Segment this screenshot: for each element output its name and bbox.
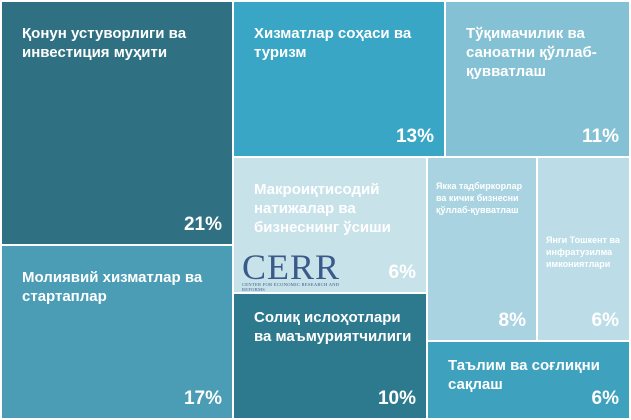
treemap-tile: Тўқимачилик ва саноатни қўллаб-қувватлаш…	[444, 0, 631, 158]
treemap-tile-value: 21%	[183, 214, 222, 235]
treemap-tile: Солиқ ислоҳотлари ва маъмуриятчилиги 10%	[232, 292, 428, 420]
treemap-tile-value: 6%	[591, 388, 619, 409]
treemap-tile: Молиявий хизматлар ва стартаплар 17%	[0, 244, 234, 420]
treemap-tile-label: Янги Тошкент ва инфратузилма имкониятлар…	[546, 235, 620, 269]
logo-subtitle: CENTER FOR ECONOMIC RESEARCH AND REFORMS	[242, 282, 340, 292]
treemap-tile-value: 13%	[395, 126, 434, 147]
treemap-tile-value: 10%	[377, 388, 416, 409]
treemap-tile-label: Таълим ва соғлиқни сақлаш	[448, 357, 600, 393]
treemap-tile-value: 6%	[591, 310, 619, 331]
treemap-tile: Хизматлар соҳаси ва туризм 13%	[232, 0, 446, 158]
treemap-tile-label: Тўқимачилик ва саноатни қўллаб-қувватлаш	[466, 25, 597, 80]
treemap-tile-value: 6%	[388, 262, 416, 283]
treemap-tile-label: Хизматлар соҳаси ва туризм	[254, 25, 412, 61]
cerr-logo: CERR CENTER FOR ECONOMIC RESEARCH AND RE…	[242, 247, 352, 292]
treemap-tile: Таълим ва соғлиқни сақлаш 6%	[426, 340, 631, 420]
treemap-tile: Макроиқтисодий натижалар ва бизнеснинг ў…	[232, 156, 428, 294]
treemap-tile-label: Солиқ ислоҳотлари ва маъмуриятчилиги	[254, 309, 412, 345]
treemap-tile-label: Якка тадбиркорлар ва кичик бизнесни қўлл…	[436, 181, 523, 215]
treemap-tile-label: Молиявий хизматлар ва стартаплар	[22, 269, 203, 305]
treemap-tile-label: Қонун устуворлиги ва инвестиция муҳити	[22, 25, 187, 61]
treemap-tile: Қонун устуворлиги ва инвестиция муҳити 21…	[0, 0, 234, 246]
treemap-tile: Якка тадбиркорлар ва кичик бизнесни қўлл…	[426, 156, 538, 342]
treemap-tile-value: 11%	[582, 126, 619, 147]
treemap-tile-value: 8%	[498, 310, 526, 331]
logo-text: CERR	[242, 247, 341, 287]
treemap-tile-label: Макроиқтисодий натижалар ва бизнеснинг ў…	[254, 181, 391, 236]
treemap-tile: Янги Тошкент ва инфратузилма имкониятлар…	[536, 156, 631, 342]
treemap-tile-value: 17%	[183, 388, 222, 409]
